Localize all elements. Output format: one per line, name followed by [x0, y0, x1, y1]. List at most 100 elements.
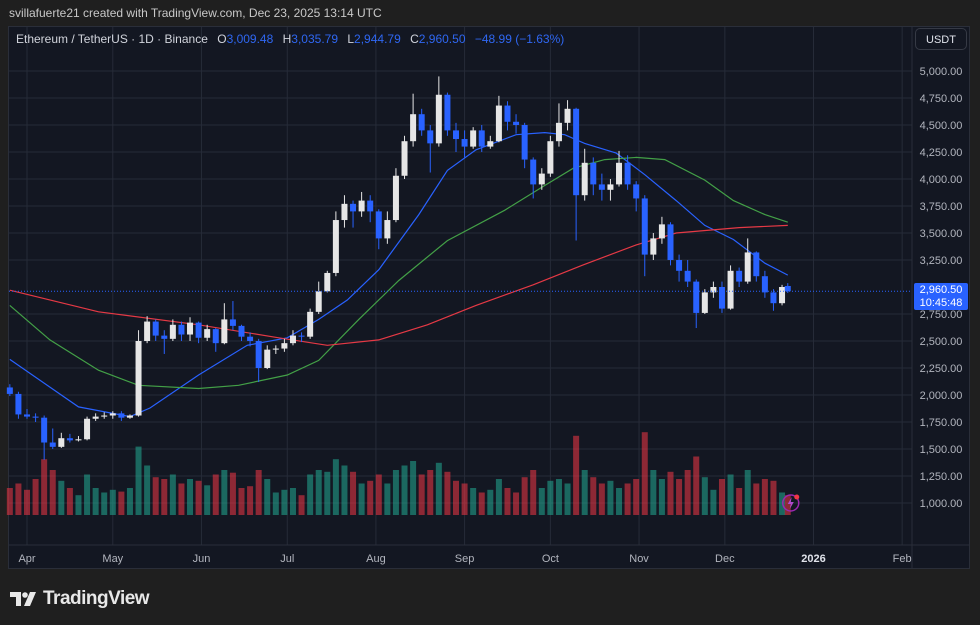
volume-bar	[307, 474, 314, 515]
y-tick-label: 5,000.00	[920, 66, 963, 78]
candle-body	[41, 417, 48, 443]
volume-bar	[247, 486, 254, 515]
volume-bar	[784, 495, 791, 515]
volume-bar	[58, 480, 65, 515]
candle-body	[718, 287, 725, 309]
volume-bar	[324, 471, 331, 515]
candle-body	[118, 413, 125, 418]
volume-bar	[650, 470, 657, 515]
volume-bar	[616, 488, 623, 515]
volume-bar	[427, 470, 434, 515]
volume-bar	[272, 492, 279, 515]
candle-body	[444, 94, 451, 131]
candle-body	[564, 108, 571, 123]
brand-name: TradingView	[43, 588, 150, 609]
volume-bar	[281, 489, 288, 515]
x-tick-label: Aug	[366, 553, 386, 565]
y-tick-label: 2,500.00	[920, 336, 963, 348]
candle-body	[736, 270, 743, 282]
symbol-title[interactable]: Ethereum / TetherUS · 1D · Binance	[16, 32, 208, 46]
moving-average-line	[9, 131, 789, 418]
candle-body	[650, 238, 657, 255]
volume-bar	[84, 474, 91, 515]
candle-body	[770, 292, 777, 304]
candle-body	[109, 413, 116, 416]
volume-bar	[761, 479, 768, 515]
ohlc-legend: Ethereum / TetherUS · 1D · Binance O3,00…	[16, 32, 564, 46]
volume-bar	[684, 470, 691, 515]
volume-bar	[581, 470, 588, 515]
candle-body	[204, 329, 211, 338]
chart-panel[interactable]	[8, 26, 970, 569]
candle-body	[487, 141, 494, 147]
candle-body	[24, 414, 30, 417]
candle-body	[418, 114, 425, 131]
candle-body	[135, 341, 142, 416]
candle-body	[264, 349, 271, 368]
candle-body	[727, 270, 734, 309]
candle-body	[710, 287, 717, 293]
candle-body	[495, 105, 502, 142]
candle-body	[341, 203, 348, 221]
candle-body	[684, 270, 691, 282]
candle-body	[272, 348, 279, 350]
y-tick-label: 4,000.00	[920, 174, 963, 186]
x-tick-label: Jun	[193, 553, 211, 565]
candle-body	[221, 319, 228, 344]
last-price-label: 2,960.50 10:45:48	[914, 283, 968, 310]
low-value: 2,944.79	[354, 32, 401, 46]
volume-bar	[75, 495, 82, 515]
moving-average-line	[9, 156, 788, 390]
volume-bar	[109, 489, 116, 515]
candle-body	[641, 198, 648, 255]
volume-bar	[341, 465, 348, 515]
low-label: L	[347, 32, 355, 46]
lightning-icon	[782, 494, 800, 512]
candle-body	[616, 162, 623, 185]
volume-bar	[367, 480, 374, 515]
volume-bar	[135, 446, 142, 515]
candle-body	[624, 162, 631, 185]
volume-bar	[178, 483, 185, 515]
candle-body	[281, 343, 288, 349]
candle-body	[32, 416, 39, 418]
candle-body	[358, 200, 365, 212]
candle-body	[573, 108, 580, 196]
volume-bar	[24, 489, 30, 515]
candle-body	[255, 341, 262, 368]
volume-bar	[195, 480, 202, 515]
volume-bar	[693, 456, 700, 515]
candle-body	[581, 162, 588, 196]
last-price-value: 2,960.50	[919, 284, 963, 296]
volume-bar	[444, 471, 451, 515]
candle-body	[693, 281, 700, 313]
y-tick-label: 2,000.00	[920, 390, 963, 402]
y-tick-label: 3,750.00	[920, 201, 963, 213]
candle-body	[58, 438, 65, 447]
currency-button[interactable]: USDT	[915, 28, 967, 50]
candle-body	[247, 336, 254, 341]
candle-body	[15, 393, 22, 415]
volume-bar	[392, 470, 399, 515]
candle-body	[410, 114, 417, 142]
candle-body	[84, 418, 91, 440]
open-value: 3,009.48	[226, 32, 274, 46]
y-tick-label: 4,250.00	[920, 147, 963, 159]
volume-bar	[718, 479, 725, 515]
volume-bar	[221, 470, 228, 515]
open-label: O	[217, 32, 227, 46]
candle-body	[676, 260, 683, 271]
candle-body	[92, 416, 99, 419]
chart-credit: svillafuerte21 created with TradingView.…	[9, 6, 382, 20]
tradingview-logo-icon	[10, 592, 36, 606]
candle-body	[701, 292, 708, 313]
candle-body	[101, 415, 108, 417]
tradingview-logo[interactable]: TradingView	[10, 588, 150, 610]
candle-body	[75, 439, 82, 441]
volume-bar	[49, 470, 56, 515]
y-tick-label: 3,500.00	[920, 228, 963, 240]
candle-body	[152, 321, 159, 336]
volume-bar	[461, 483, 468, 515]
candle-body	[427, 130, 434, 144]
